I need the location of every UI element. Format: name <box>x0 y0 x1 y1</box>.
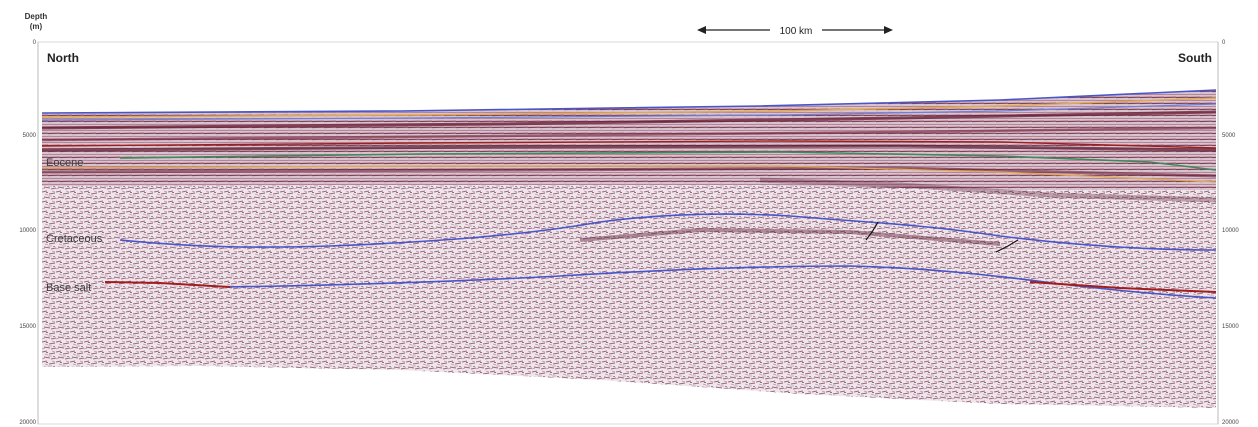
arrow-right-icon <box>884 26 893 34</box>
horizon-base-salt-red-left <box>104 281 231 288</box>
horizon-cretaceous <box>119 213 1217 251</box>
horizon-label-base-salt: Base salt <box>46 282 91 294</box>
horizon-orange-upper <box>41 97 1217 118</box>
horizon-label-cretaceous: Cretaceous <box>46 233 103 245</box>
left-tick-labels: 0 5000 10000 15000 20000 <box>19 40 36 426</box>
horizon-base-salt-red-right <box>1029 281 1217 293</box>
direction-south-label: South <box>1178 51 1212 65</box>
right-tick-label: 10000 <box>1222 228 1239 234</box>
fault-2 <box>995 239 1019 253</box>
scale-bar: 100 km <box>697 26 893 37</box>
horizon-seafloor <box>41 89 1217 114</box>
right-tick-labels: 0 5000 10000 15000 20000 <box>1222 40 1239 426</box>
horizon-red-upper <box>41 140 1217 149</box>
horizon-base-salt <box>224 265 1217 299</box>
horizon-label-eocene: Eocene <box>46 157 83 169</box>
depth-axis-title-line2: (m) <box>30 22 43 31</box>
left-tick-label: 0 <box>33 40 37 46</box>
horizon-blue-upper <box>41 103 1217 121</box>
scale-bar-label: 100 km <box>780 26 813 37</box>
depth-axis-title-line1: Depth <box>25 12 48 21</box>
horizon-eocene <box>119 151 1217 171</box>
seismic-section <box>42 90 1216 408</box>
right-tick-label: 0 <box>1222 40 1226 46</box>
horizon-orange-lower <box>41 165 1217 183</box>
fault-1 <box>865 221 879 241</box>
left-tick-label: 10000 <box>19 228 36 234</box>
direction-north-label: North <box>47 51 79 65</box>
left-tick-label: 5000 <box>23 133 37 139</box>
left-tick-label: 15000 <box>19 324 36 330</box>
horizon-lines <box>41 89 1217 299</box>
left-tick-label: 20000 <box>19 420 36 426</box>
right-tick-label: 5000 <box>1222 133 1236 139</box>
right-tick-label: 20000 <box>1222 420 1239 426</box>
arrow-left-icon <box>697 26 706 34</box>
right-tick-label: 15000 <box>1222 324 1239 330</box>
